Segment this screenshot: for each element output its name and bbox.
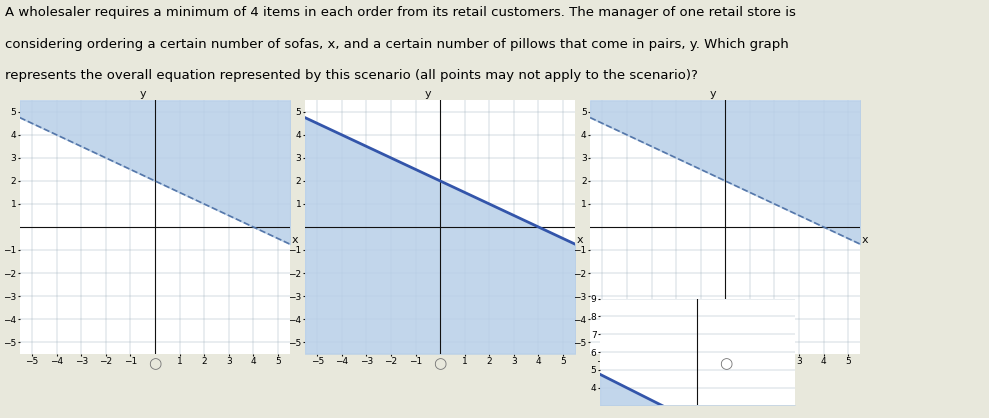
Text: ○: ○	[719, 357, 732, 372]
Text: x: x	[577, 234, 584, 245]
Text: ○: ○	[148, 357, 161, 372]
Text: x: x	[292, 234, 298, 245]
Text: considering ordering a certain number of sofas, x, and a certain number of pillo: considering ordering a certain number of…	[5, 38, 788, 51]
Text: ○: ○	[433, 357, 447, 372]
Text: y: y	[710, 89, 716, 99]
Text: y: y	[139, 89, 146, 99]
Text: represents the overall equation represented by this scenario (all points may not: represents the overall equation represen…	[5, 69, 698, 82]
Text: y: y	[424, 89, 431, 99]
Text: x: x	[861, 234, 868, 245]
Text: A wholesaler requires a minimum of 4 items in each order from its retail custome: A wholesaler requires a minimum of 4 ite…	[5, 6, 796, 19]
